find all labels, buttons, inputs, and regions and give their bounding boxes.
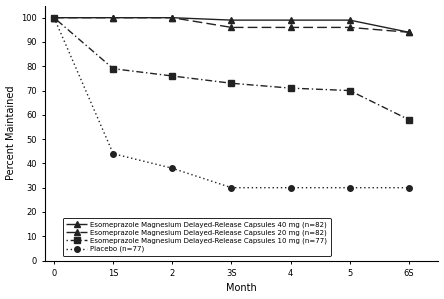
Esomeprazole Magnesium Delayed-Release Capsules 10 mg (n=77) bbox=[229, 81, 234, 85]
Placebo (n=77) bbox=[288, 186, 293, 190]
Esomeprazole Magnesium Delayed-Release Capsules 20 mg (n=82) bbox=[52, 16, 57, 19]
Esomeprazole Magnesium Delayed-Release Capsules 10 mg (n=77) bbox=[52, 16, 57, 19]
Esomeprazole Magnesium Delayed-Release Capsules 10 mg (n=77) bbox=[347, 89, 353, 92]
Esomeprazole Magnesium Delayed-Release Capsules 10 mg (n=77) bbox=[170, 74, 175, 78]
Esomeprazole Magnesium Delayed-Release Capsules 20 mg (n=82) bbox=[288, 26, 293, 29]
Legend: Esomeprazole Magnesium Delayed-Release Capsules 40 mg (n=82), Esomeprazole Magne: Esomeprazole Magnesium Delayed-Release C… bbox=[63, 218, 331, 256]
X-axis label: Month: Month bbox=[226, 283, 257, 293]
Line: Placebo (n=77): Placebo (n=77) bbox=[52, 15, 412, 190]
Line: Esomeprazole Magnesium Delayed-Release Capsules 40 mg (n=82): Esomeprazole Magnesium Delayed-Release C… bbox=[52, 15, 412, 35]
Line: Esomeprazole Magnesium Delayed-Release Capsules 10 mg (n=77): Esomeprazole Magnesium Delayed-Release C… bbox=[52, 15, 412, 123]
Y-axis label: Percent Maintained: Percent Maintained bbox=[6, 86, 16, 180]
Placebo (n=77) bbox=[347, 186, 353, 190]
Esomeprazole Magnesium Delayed-Release Capsules 40 mg (n=82) bbox=[347, 18, 353, 22]
Esomeprazole Magnesium Delayed-Release Capsules 20 mg (n=82) bbox=[229, 26, 234, 29]
Esomeprazole Magnesium Delayed-Release Capsules 40 mg (n=82) bbox=[288, 18, 293, 22]
Placebo (n=77) bbox=[111, 152, 116, 155]
Esomeprazole Magnesium Delayed-Release Capsules 10 mg (n=77) bbox=[406, 118, 412, 121]
Esomeprazole Magnesium Delayed-Release Capsules 10 mg (n=77) bbox=[111, 67, 116, 71]
Esomeprazole Magnesium Delayed-Release Capsules 20 mg (n=82) bbox=[406, 30, 412, 34]
Placebo (n=77) bbox=[52, 16, 57, 19]
Placebo (n=77) bbox=[170, 167, 175, 170]
Esomeprazole Magnesium Delayed-Release Capsules 40 mg (n=82) bbox=[406, 30, 412, 34]
Placebo (n=77) bbox=[229, 186, 234, 190]
Esomeprazole Magnesium Delayed-Release Capsules 40 mg (n=82) bbox=[170, 16, 175, 19]
Esomeprazole Magnesium Delayed-Release Capsules 10 mg (n=77) bbox=[288, 86, 293, 90]
Placebo (n=77) bbox=[406, 186, 412, 190]
Line: Esomeprazole Magnesium Delayed-Release Capsules 20 mg (n=82): Esomeprazole Magnesium Delayed-Release C… bbox=[52, 15, 412, 35]
Esomeprazole Magnesium Delayed-Release Capsules 40 mg (n=82) bbox=[111, 16, 116, 19]
Esomeprazole Magnesium Delayed-Release Capsules 20 mg (n=82) bbox=[170, 16, 175, 19]
Esomeprazole Magnesium Delayed-Release Capsules 20 mg (n=82) bbox=[347, 26, 353, 29]
Esomeprazole Magnesium Delayed-Release Capsules 40 mg (n=82) bbox=[229, 18, 234, 22]
Esomeprazole Magnesium Delayed-Release Capsules 40 mg (n=82) bbox=[52, 16, 57, 19]
Esomeprazole Magnesium Delayed-Release Capsules 20 mg (n=82) bbox=[111, 16, 116, 19]
